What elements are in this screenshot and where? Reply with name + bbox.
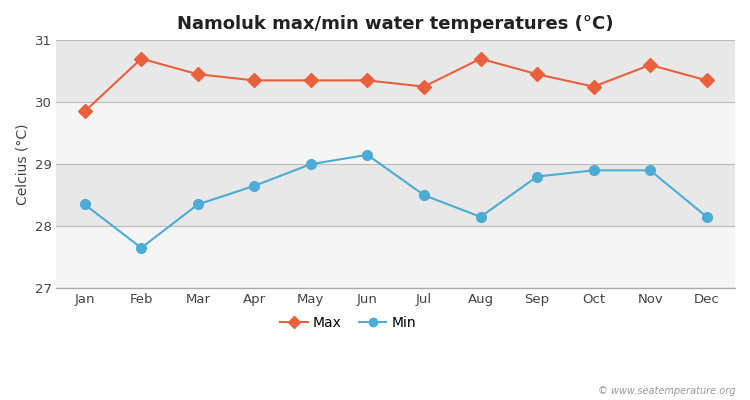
Text: © www.seatemperature.org: © www.seatemperature.org <box>598 386 735 396</box>
Bar <box>56 226 735 288</box>
Legend: Max, Min: Max, Min <box>274 311 422 336</box>
Y-axis label: Celcius (°C): Celcius (°C) <box>15 123 29 205</box>
Title: Namoluk max/min water temperatures (°C): Namoluk max/min water temperatures (°C) <box>178 15 614 33</box>
Bar <box>56 40 735 102</box>
Bar <box>56 102 735 164</box>
Bar <box>56 164 735 226</box>
